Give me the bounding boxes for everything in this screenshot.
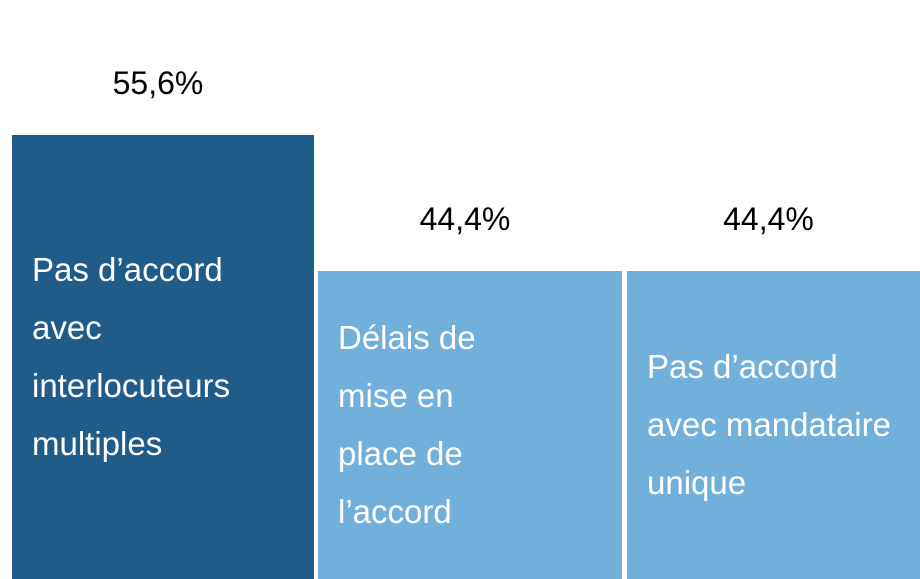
bar: Pas d’accord avec interlocuteurs multipl…	[12, 134, 314, 579]
category-label: Pas d’accord avec mandataire unique	[647, 347, 891, 501]
category-label: Pas d’accord avec interlocuteurs multipl…	[32, 250, 231, 462]
bar: Pas d’accord avec mandataire unique	[627, 270, 920, 579]
category-label: Délais de mise en place de l’accord	[338, 318, 476, 530]
value-label: 44,4%	[723, 200, 814, 237]
value-label: 44,4%	[419, 200, 511, 237]
value-label: 55,6%	[112, 64, 204, 101]
bar: Délais de mise en place de l’accord	[318, 270, 622, 579]
